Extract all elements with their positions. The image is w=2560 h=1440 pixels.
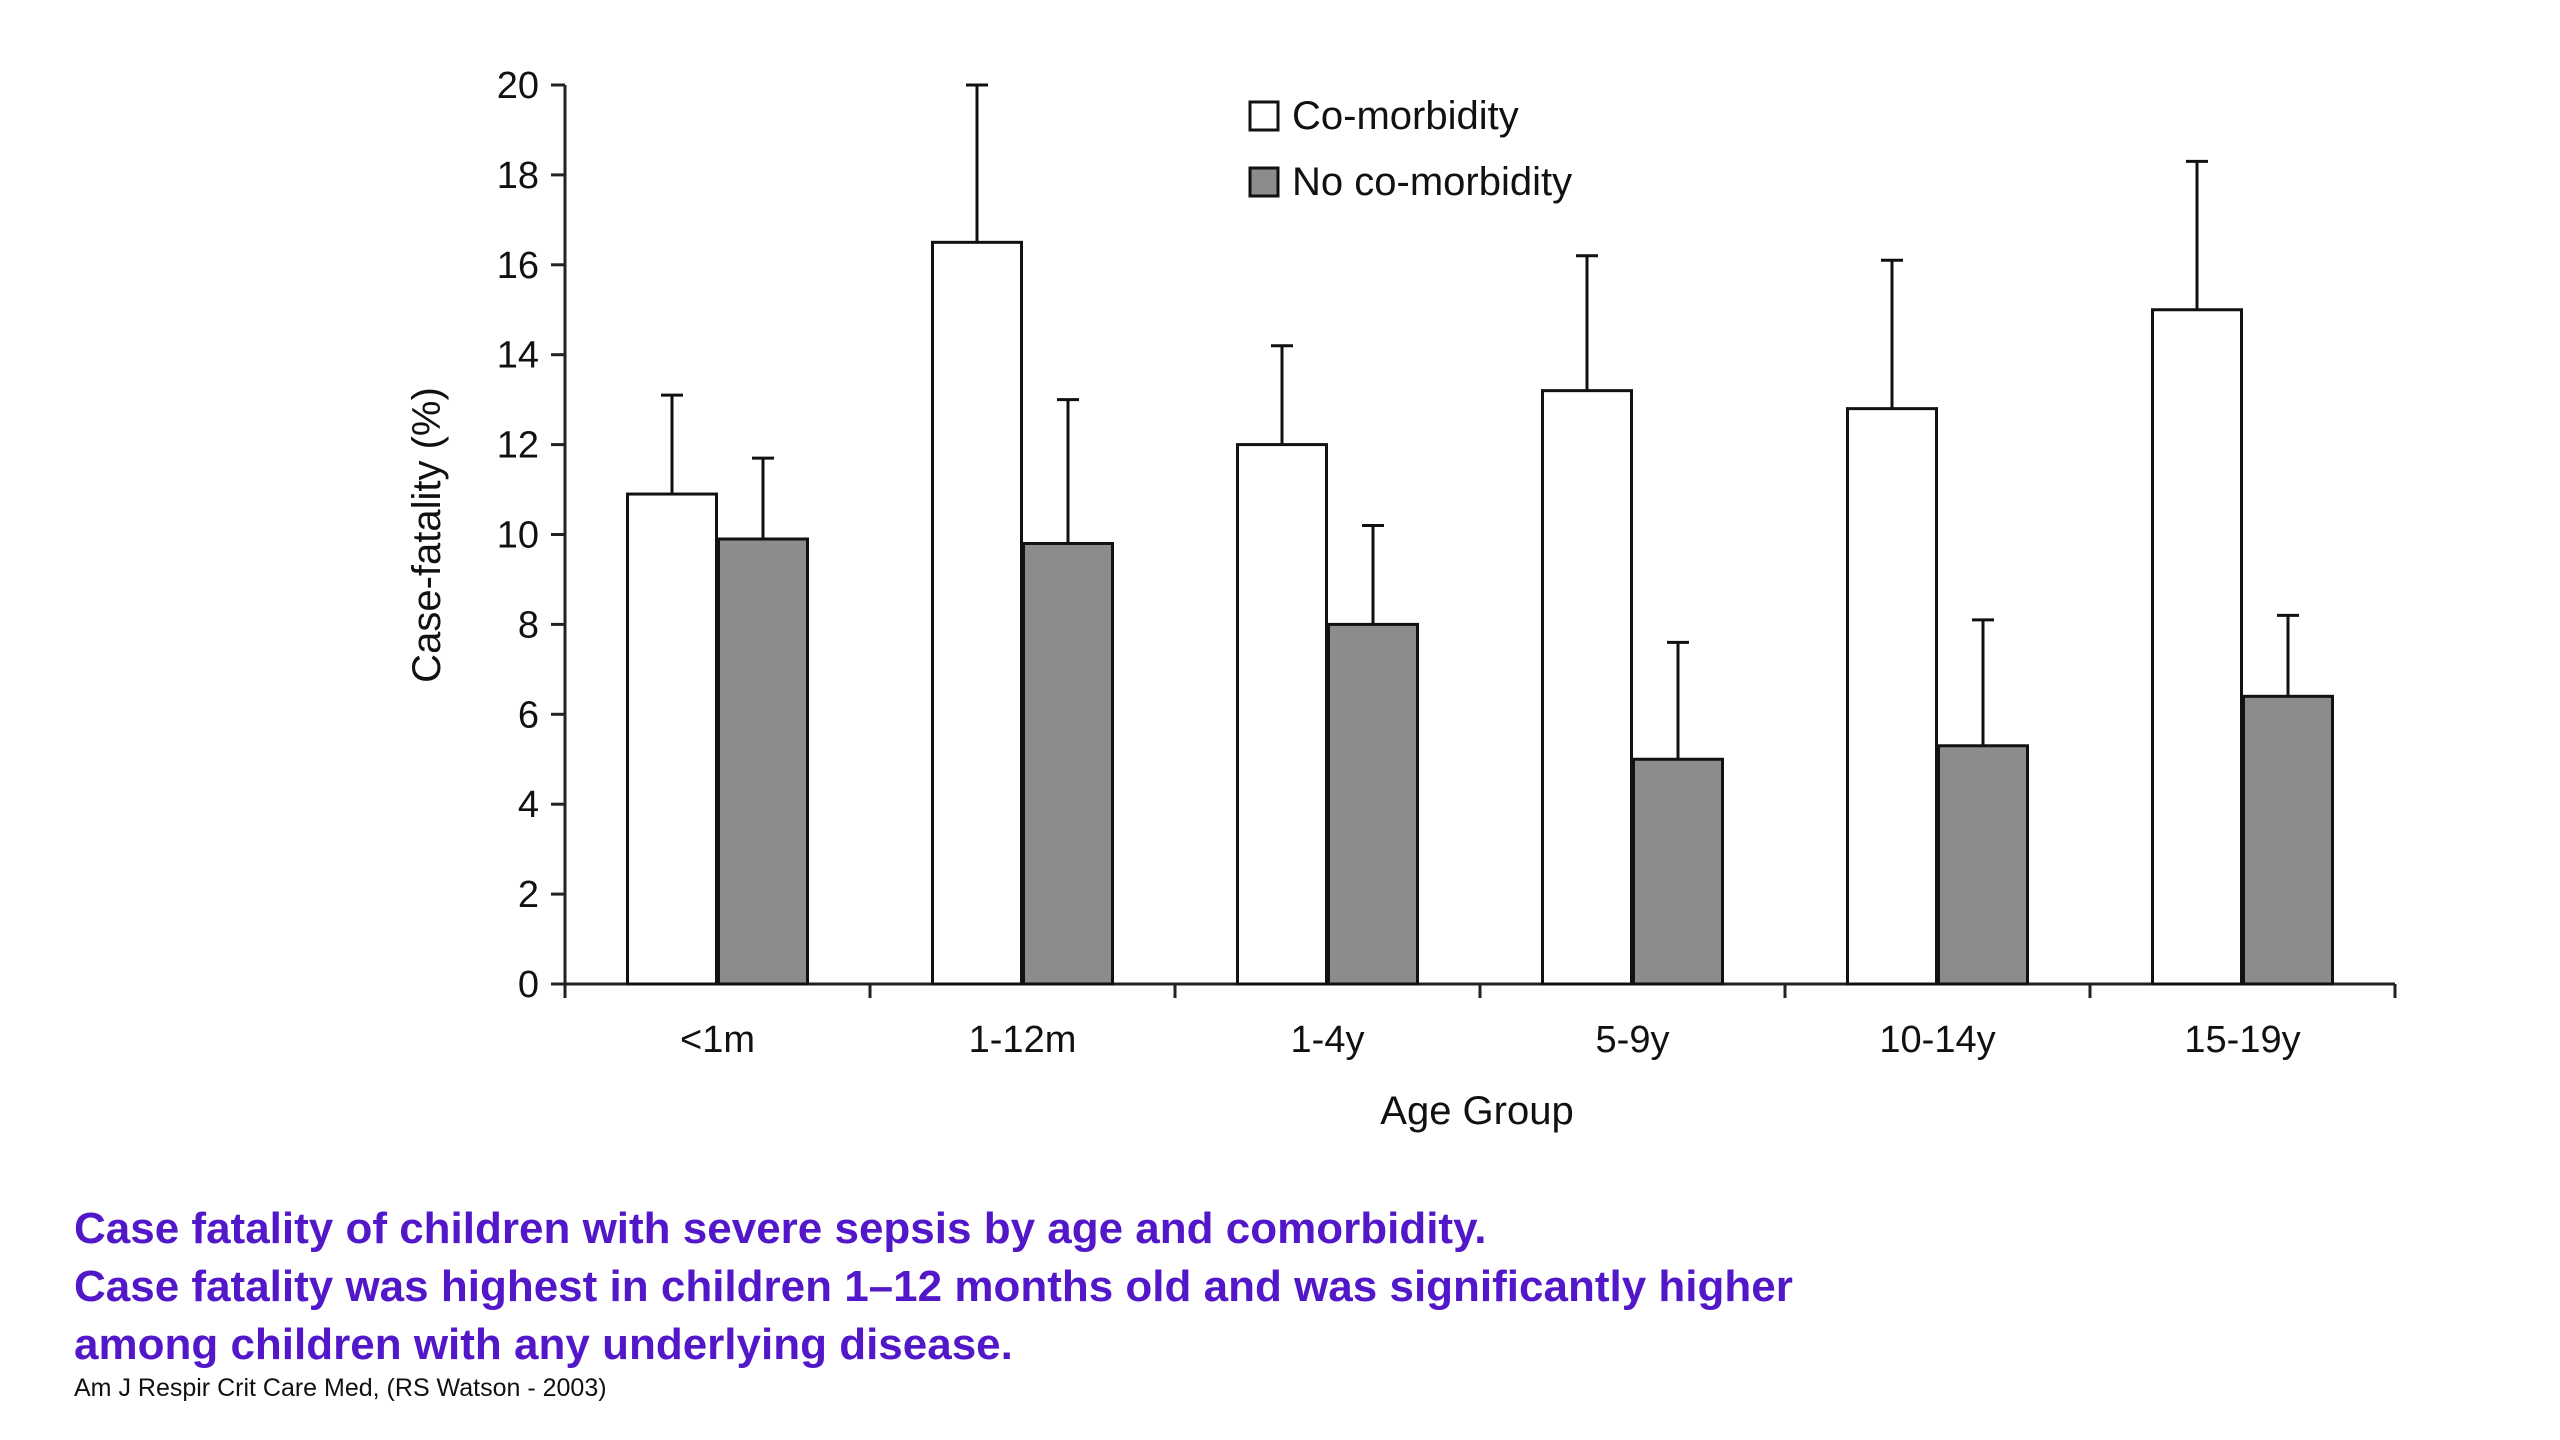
bar-no-comorbidity [717, 537, 809, 986]
y-tick-label: 18 [497, 155, 539, 197]
x-tick-label: 1-12m [969, 1019, 1077, 1061]
x-tick-label: 1-4y [1291, 1019, 1365, 1061]
y-axis: 0 2 4 6 8 10 12 14 16 18 20 [497, 65, 567, 1006]
bar-no-comorbidity [1327, 622, 1419, 986]
legend-label: No co-morbidity [1292, 160, 1572, 204]
legend-label: Co-morbidity [1292, 94, 1519, 138]
source-citation: Am J Respir Crit Care Med, (RS Watson - … [74, 1374, 607, 1402]
bar-comorbidity [931, 240, 1023, 986]
bar-comorbidity [1541, 389, 1633, 986]
bar-no-comorbidity [1937, 744, 2029, 986]
x-tick-label: 15-19y [2184, 1019, 2300, 1061]
y-tick-label: 14 [497, 335, 539, 377]
y-axis-label: Case-fatality (%) [405, 387, 449, 683]
caption-line-2: Case fatality was highest in children 1–… [74, 1262, 1793, 1311]
bar-chart: 0 2 4 6 8 10 12 14 16 18 20 <1m 1-12m 1-4y 5-9y 10-14y… [405, 65, 2397, 1133]
caption-line-3: among children with any underlying disea… [74, 1320, 1013, 1369]
bar-no-comorbidity [1022, 541, 1114, 986]
y-tick-label: 0 [518, 964, 539, 1006]
y-tick-label: 8 [518, 604, 539, 646]
bar-comorbidity [626, 492, 718, 986]
x-axis: <1m 1-12m 1-4y 5-9y 10-14y 15-19y [563, 982, 2397, 1061]
x-tick-label: 10-14y [1879, 1019, 1995, 1061]
y-tick-label: 20 [497, 65, 539, 107]
x-axis-label: Age Group [1380, 1089, 1573, 1133]
y-tick-label: 4 [518, 784, 539, 826]
bar-no-comorbidity [1632, 757, 1724, 986]
legend-swatch [1248, 100, 1280, 132]
y-tick-label: 6 [518, 694, 539, 736]
y-tick-label: 16 [497, 245, 539, 287]
legend: Co-morbidity No co-morbidity [1248, 94, 1572, 204]
y-tick-label: 12 [497, 425, 539, 467]
caption: Case fatality of children with severe se… [74, 1200, 2474, 1374]
y-tick-label: 2 [518, 874, 539, 916]
bars [626, 83, 2334, 986]
legend-swatch [1248, 166, 1280, 198]
x-tick-label: 5-9y [1596, 1019, 1670, 1061]
bar-comorbidity [1236, 443, 1328, 986]
bar-comorbidity [2151, 308, 2243, 986]
x-tick-label: <1m [680, 1019, 755, 1061]
bar-no-comorbidity [2242, 694, 2334, 986]
bar-comorbidity [1846, 407, 1938, 986]
y-tick-label: 10 [497, 515, 539, 557]
caption-line-1: Case fatality of children with severe se… [74, 1204, 1487, 1253]
